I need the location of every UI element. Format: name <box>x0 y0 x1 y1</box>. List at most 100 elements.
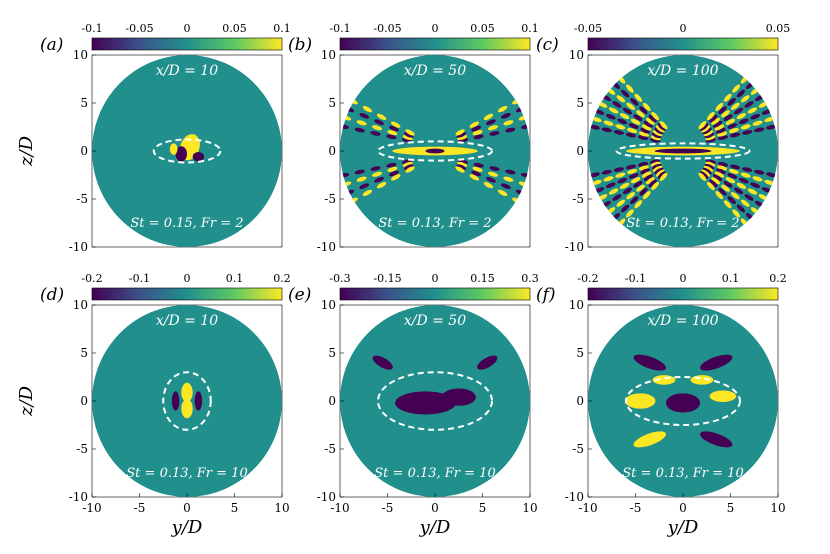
colorbar <box>587 287 779 301</box>
wave-ray <box>641 124 652 131</box>
wave-ray <box>744 194 754 201</box>
wave-ray <box>613 167 625 172</box>
colorbar <box>339 37 531 51</box>
y-axis-label: z/D <box>16 385 37 417</box>
x-tick-label: -5 <box>134 501 146 515</box>
field-blob <box>441 388 476 406</box>
wave-ray <box>740 199 750 207</box>
negative-core <box>171 391 180 411</box>
colorbar-tick-label: 0.2 <box>273 272 291 285</box>
wave-ray <box>591 179 602 185</box>
wave-ray <box>625 209 634 218</box>
wave-ray <box>489 131 500 136</box>
wave-ray <box>376 182 387 189</box>
wave-ray <box>630 118 641 125</box>
wave-ray <box>487 171 499 177</box>
wave-ray <box>505 127 516 133</box>
wave-ray <box>497 189 508 197</box>
wave-ray <box>603 120 614 126</box>
wave-ray <box>625 164 637 170</box>
wave-ray <box>747 188 758 195</box>
wave-ray <box>638 131 649 137</box>
wave-ray <box>732 84 741 93</box>
wave-ray <box>713 121 723 128</box>
wave-ray <box>701 125 711 133</box>
panel-title: x/D = 10 <box>156 313 218 329</box>
x-tick-label: 0 <box>431 501 439 515</box>
wave-ray <box>487 125 499 131</box>
y-tick-label: 5 <box>576 96 584 110</box>
wave-ray <box>469 121 479 128</box>
wave-ray <box>455 129 465 136</box>
x-tick-label: 10 <box>770 501 785 515</box>
colorbar-tick-label: 0.2 <box>769 272 787 285</box>
wave-ray <box>654 167 664 175</box>
wave-ray <box>620 89 630 98</box>
dashed-ellipse <box>625 376 741 426</box>
wave-ray <box>709 114 718 123</box>
y-tick-label: -10 <box>69 490 88 504</box>
wave-ray <box>729 164 741 170</box>
field-disc <box>92 55 282 247</box>
wave-ray <box>359 112 370 119</box>
x-tick-label: -5 <box>630 501 642 515</box>
negative-core <box>175 146 187 162</box>
wave-ray <box>652 165 663 172</box>
panel-label: (e) <box>288 285 311 305</box>
wave-ray <box>725 177 736 184</box>
dashed-ellipse <box>615 142 751 160</box>
field-blob <box>477 355 498 370</box>
y-tick-label: -5 <box>76 192 88 206</box>
wave-ray <box>732 209 741 218</box>
wave-ray <box>721 110 730 118</box>
wave-ray <box>728 127 739 134</box>
wave-ray <box>627 127 638 134</box>
wave-ray <box>374 176 384 183</box>
wave-ray <box>591 117 602 123</box>
wave-ray <box>387 130 398 136</box>
wave-ray <box>619 113 630 120</box>
wave-ray <box>705 135 716 141</box>
field-blob <box>633 354 666 371</box>
wave-ray <box>634 93 643 102</box>
colorbar-tick-label: -0.2 <box>81 272 102 285</box>
wave-ray <box>456 164 467 170</box>
panel-e: -0.3 -0.15 0 0.15 0.3 x/D = 50 St = 0.13, Fr =… <box>288 272 539 538</box>
wave-ray <box>605 182 616 189</box>
negative-core <box>654 148 712 154</box>
wave-ray <box>376 113 387 120</box>
wave-ray <box>738 118 749 125</box>
wave-ray <box>387 166 398 172</box>
panel-d: -0.2 -0.1 0 0.1 0.2 x/D = 10 St = 0.13, Fr = 1… <box>16 272 291 538</box>
wave-ray <box>654 127 664 135</box>
colorbar-tick-label: -0.05 <box>574 22 602 35</box>
colorbar-tick-label: 0.1 <box>521 22 539 35</box>
wave-ray <box>736 89 746 98</box>
wave-ray <box>706 111 715 121</box>
colorbar-tick-label: 0.1 <box>722 272 740 285</box>
wave-ray <box>730 192 740 200</box>
wave-ray <box>723 93 732 102</box>
wave-ray <box>640 168 651 175</box>
panel-parameters: St = 0.13, Fr = 10 <box>126 466 247 481</box>
wave-ray <box>729 132 741 138</box>
wave-ray <box>764 179 775 185</box>
panel-label: (f) <box>536 285 556 305</box>
y-tick-label: -10 <box>317 240 336 254</box>
wave-ray <box>622 187 632 195</box>
wave-ray <box>648 114 657 123</box>
wave-ray <box>473 134 484 140</box>
wave-ray <box>354 127 365 133</box>
wave-ray <box>703 130 714 137</box>
y-tick-label: 5 <box>80 96 88 110</box>
colorbar-tick-label: 0.3 <box>521 272 539 285</box>
y-tick-label: 0 <box>576 394 584 408</box>
wave-ray <box>650 135 661 141</box>
wave-ray <box>648 179 657 188</box>
wave-ray <box>639 106 648 115</box>
wave-ray <box>643 121 653 128</box>
wave-ray <box>371 171 383 177</box>
wave-ray <box>370 131 381 136</box>
wave-ray <box>608 107 619 114</box>
colorbar-tick-label: -0.05 <box>125 22 153 35</box>
